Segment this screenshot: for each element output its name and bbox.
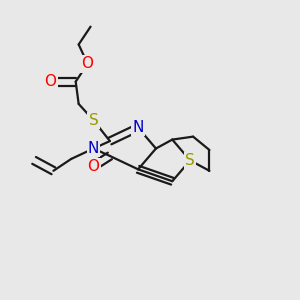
Text: S: S (89, 113, 98, 128)
Text: O: O (44, 74, 56, 89)
Text: S: S (185, 153, 195, 168)
Text: N: N (132, 120, 144, 135)
Text: O: O (88, 159, 100, 174)
Text: N: N (88, 141, 99, 156)
Text: O: O (82, 56, 94, 71)
